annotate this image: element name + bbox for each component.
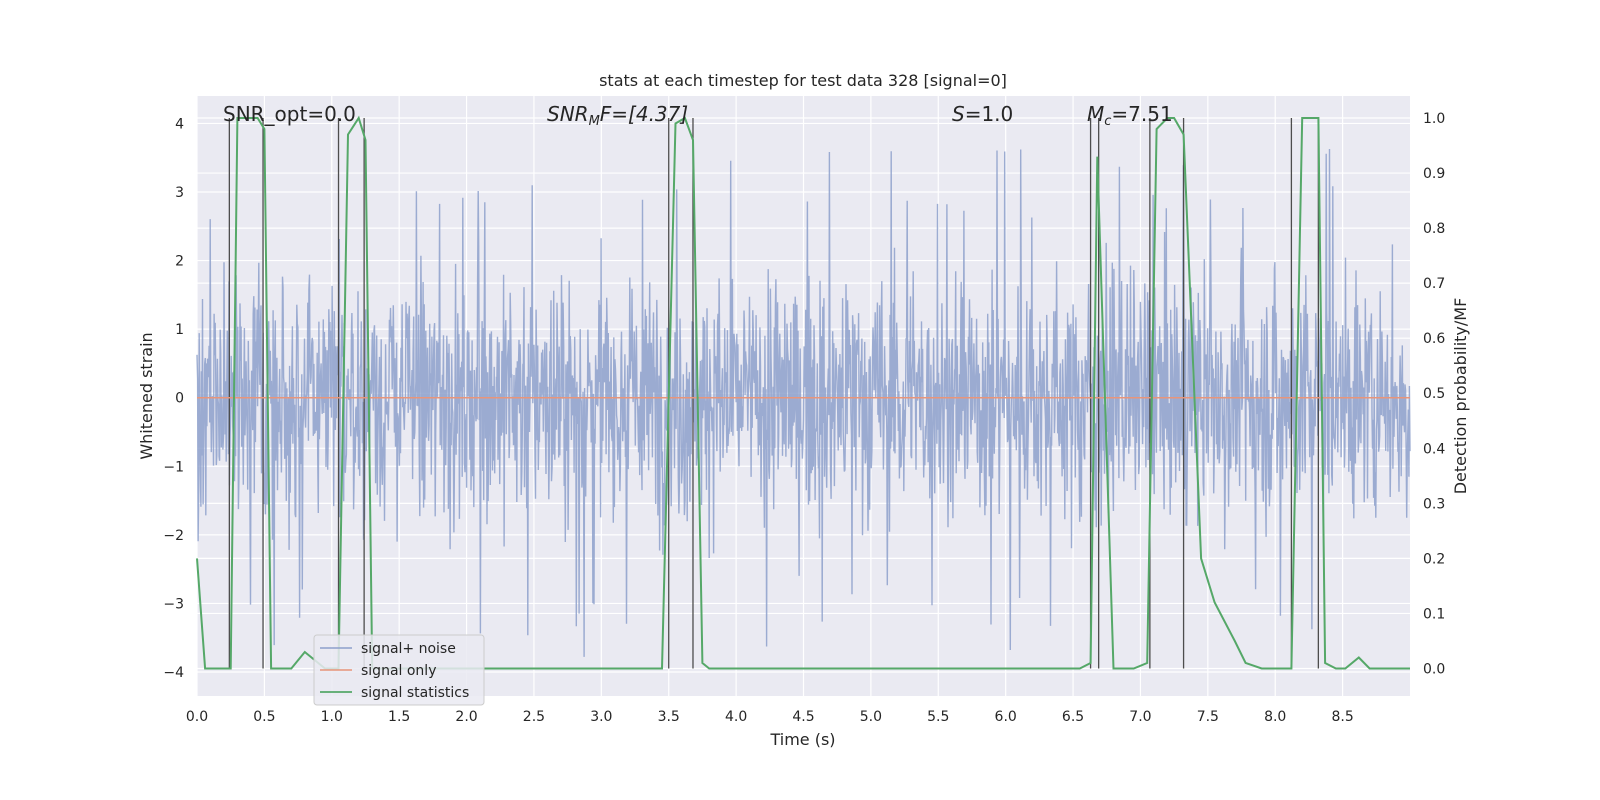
s-rest: =1.0 xyxy=(965,102,1014,126)
y-left-tick-label: 3 xyxy=(175,185,184,201)
x-tick-label: 3.5 xyxy=(658,709,680,725)
y-right-axis-label: Detection probability/MF xyxy=(1451,298,1470,495)
mc-main: M xyxy=(1087,102,1104,126)
mc-rest: =7.51 xyxy=(1111,102,1172,126)
y-left-tick-label: 1 xyxy=(175,322,184,338)
mc-sub: c xyxy=(1104,114,1111,129)
legend-label-signal-noise: signal+ noise xyxy=(361,641,456,657)
x-tick-label: 5.0 xyxy=(860,709,882,725)
legend-label-signal-statistics: signal statistics xyxy=(361,685,469,701)
y-left-tick-label: −2 xyxy=(163,528,184,544)
y-left-tick-label: 2 xyxy=(175,254,184,270)
y-right-tick-label: 0.9 xyxy=(1423,166,1445,182)
legend-label-signal-only: signal only xyxy=(361,663,436,679)
vertical-markers xyxy=(228,118,1320,669)
x-tick-label: 7.0 xyxy=(1129,709,1151,725)
x-tick-label: 3.0 xyxy=(590,709,612,725)
chart-title: stats at each timestep for test data 328… xyxy=(599,71,1007,90)
y-right-tick-label: 0.7 xyxy=(1423,276,1445,292)
snr-mf-rest: F=[4.37] xyxy=(600,102,688,126)
y-right-tick-label: 0.1 xyxy=(1423,606,1445,622)
annotation-mc: Mc=7.51 xyxy=(1087,102,1173,129)
x-tick-label: 6.0 xyxy=(995,709,1017,725)
x-tick-label: 8.5 xyxy=(1331,709,1353,725)
series-signal-statistics xyxy=(196,115,1410,670)
y-right-tick-label: 0.8 xyxy=(1423,221,1445,237)
snr-mf-main: SNR xyxy=(547,102,589,126)
y-right-tick-label: 0.6 xyxy=(1423,331,1445,347)
y-right-tick-label: 0.4 xyxy=(1423,441,1445,457)
signal-statistics-line xyxy=(196,115,1410,670)
x-tick-label: 1.5 xyxy=(388,709,410,725)
y-right-tick-labels: 1.0 0.9 0.8 0.7 0.6 0.5 0.4 0.3 0.2 0.1 0.0 xyxy=(1423,111,1445,677)
series-signal-noise xyxy=(196,148,1411,657)
x-tick-label: 2.0 xyxy=(455,709,477,725)
noise-line xyxy=(196,148,1411,657)
y-left-tick-label: −3 xyxy=(163,596,184,612)
x-tick-label: 8.0 xyxy=(1264,709,1286,725)
y-right-tick-label: 0.2 xyxy=(1423,551,1445,567)
annotation-s: S=1.0 xyxy=(952,102,1013,126)
y-left-tick-labels: 4 3 2 1 0 −1 −2 −3 −4 xyxy=(163,116,184,681)
y-right-tick-label: 0.5 xyxy=(1423,386,1445,402)
x-axis-label: Time (s) xyxy=(769,730,835,749)
annotation-snr-mf: SNRMF=[4.37] xyxy=(547,102,688,129)
legend-box xyxy=(313,634,485,706)
y-left-tick-label: 4 xyxy=(175,116,184,132)
y-left-axis-label: Whitened strain xyxy=(137,332,156,459)
y-right-tick-label: 1.0 xyxy=(1423,111,1445,127)
s-main: S xyxy=(952,102,965,126)
x-tick-label: 1.0 xyxy=(321,709,343,725)
y-left-tick-label: −1 xyxy=(163,459,184,475)
x-tick-label: 5.5 xyxy=(927,709,949,725)
x-tick-label: 2.5 xyxy=(523,709,545,725)
x-tick-label: 6.5 xyxy=(1062,709,1084,725)
y-right-tick-label: 0.0 xyxy=(1423,661,1445,677)
y-left-tick-label: 0 xyxy=(175,391,184,407)
x-tick-labels: 0.0 0.5 1.0 1.5 2.0 2.5 3.0 3.5 4.0 4.5 5.0 5.5 6.0 6… xyxy=(186,709,1354,725)
legend: signal+ noise signal only signal statist… xyxy=(313,634,485,706)
x-tick-label: 7.5 xyxy=(1197,709,1219,725)
x-tick-label: 4.5 xyxy=(792,709,814,725)
annotation-snr-opt: SNR_opt=0.0 xyxy=(223,102,356,126)
y-right-tick-label: 0.3 xyxy=(1423,496,1445,512)
y-left-tick-label: −4 xyxy=(163,665,184,681)
x-tick-label: 0.5 xyxy=(253,709,275,725)
x-tick-label: 4.0 xyxy=(725,709,747,725)
x-tick-label: 0.0 xyxy=(186,709,208,725)
snr-mf-sub: M xyxy=(589,114,600,129)
